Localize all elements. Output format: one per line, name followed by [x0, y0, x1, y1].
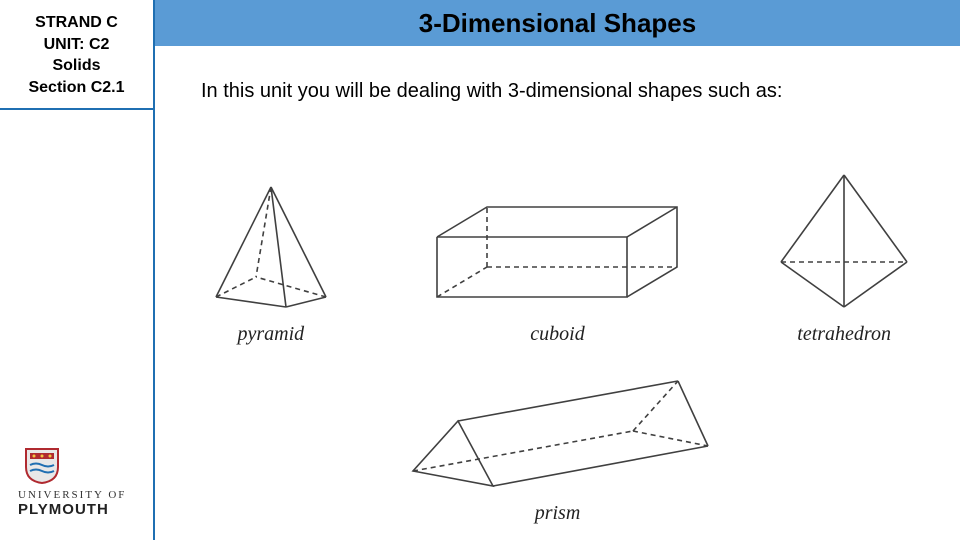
prism-icon [398, 366, 718, 496]
pyramid-icon [196, 177, 346, 317]
tetrahedron-label: tetrahedron [769, 323, 919, 346]
sidebar-divider [0, 108, 153, 110]
pyramid-label: pyramid [196, 323, 346, 346]
shapes-row-top: pyramid cuboid [155, 146, 960, 346]
logo-top-text: UNIVERSITY OF [18, 489, 138, 501]
sidebar-section: Section C2.1 [6, 77, 147, 99]
prism-label: prism [398, 502, 718, 525]
logo-name: PLYMOUTH [18, 501, 138, 518]
page-title: 3-Dimensional Shapes [419, 8, 696, 39]
sidebar: STRAND C UNIT: C2 Solids Section C2.1 UN… [0, 0, 155, 540]
shape-pyramid: pyramid [196, 177, 346, 346]
tetrahedron-icon [769, 167, 919, 317]
cuboid-icon [427, 197, 687, 317]
cuboid-label: cuboid [427, 323, 687, 346]
content-area: In this unit you will be dealing with 3-… [155, 46, 960, 540]
sidebar-unit: UNIT: C2 [6, 34, 147, 56]
header-bar: 3-Dimensional Shapes [155, 0, 960, 46]
shape-prism: prism [398, 366, 718, 525]
sidebar-heading: STRAND C UNIT: C2 Solids Section C2.1 [0, 0, 153, 108]
crest-icon [22, 445, 62, 485]
shape-tetrahedron: tetrahedron [769, 167, 919, 346]
shapes-row-bottom: prism [155, 366, 960, 525]
shape-cuboid: cuboid [427, 197, 687, 346]
university-logo: UNIVERSITY OF PLYMOUTH [18, 445, 138, 518]
intro-text: In this unit you will be dealing with 3-… [155, 46, 960, 113]
sidebar-strand: STRAND C [6, 12, 147, 34]
sidebar-topic: Solids [6, 55, 147, 77]
